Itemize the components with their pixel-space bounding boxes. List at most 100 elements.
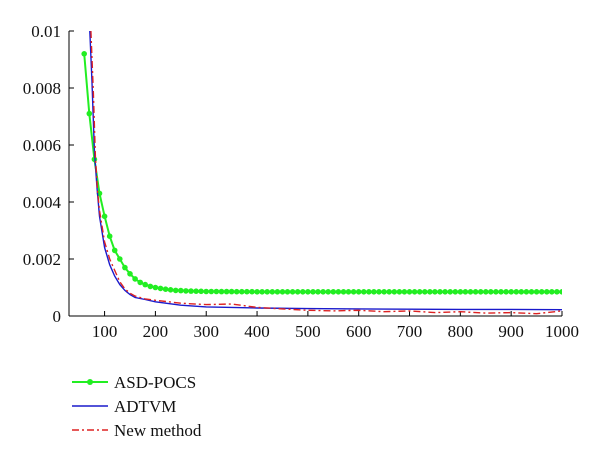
data-point — [188, 288, 194, 294]
data-point — [223, 288, 230, 295]
data-point — [279, 289, 286, 295]
data-point — [335, 289, 342, 295]
data-point — [203, 288, 209, 295]
data-point — [122, 264, 128, 271]
data-point — [274, 289, 281, 295]
data-point — [305, 289, 311, 295]
data-point — [167, 287, 174, 293]
data-point — [477, 289, 484, 295]
data-point — [427, 289, 433, 295]
data-point — [401, 289, 408, 295]
data-point — [488, 289, 494, 295]
data-point — [300, 289, 306, 295]
data-point — [533, 289, 540, 295]
legend-marker-asd-pocs — [87, 379, 93, 385]
data-point — [355, 289, 362, 295]
data-point — [422, 289, 428, 295]
data-point — [528, 289, 535, 295]
data-point — [259, 289, 265, 295]
y-tick-label: 0.01 — [31, 22, 61, 41]
data-point — [101, 213, 108, 220]
series-line-asd-pocs — [83, 53, 562, 293]
data-point — [437, 289, 443, 295]
y-tick-label: 0.008 — [23, 79, 61, 98]
data-point — [396, 289, 403, 295]
series-line-new-method — [90, 31, 562, 315]
data-point — [132, 276, 138, 282]
data-point — [117, 256, 123, 262]
legend-label-new-method: New method — [114, 421, 202, 440]
data-point — [244, 288, 250, 295]
series-line-adtvm — [89, 31, 562, 311]
x-tick-label: 100 — [92, 322, 118, 341]
data-point — [503, 289, 509, 295]
data-point — [432, 289, 438, 295]
data-point — [416, 289, 423, 295]
data-point — [228, 288, 235, 295]
data-point — [239, 288, 245, 295]
data-point — [106, 233, 113, 239]
data-point — [233, 288, 240, 295]
data-point — [218, 288, 225, 295]
data-point — [371, 289, 377, 295]
data-point — [406, 289, 413, 295]
data-point — [86, 110, 93, 117]
y-tick-label: 0 — [53, 307, 62, 326]
data-point — [172, 287, 179, 294]
data-point — [518, 289, 525, 295]
x-tick-label: 700 — [397, 322, 423, 341]
data-point — [137, 279, 143, 286]
data-point — [350, 289, 357, 295]
data-point — [208, 288, 215, 295]
data-point — [294, 289, 301, 295]
data-point — [127, 271, 133, 277]
x-tick-label: 800 — [448, 322, 474, 341]
data-point — [249, 288, 255, 295]
data-point — [320, 289, 326, 295]
data-point — [81, 51, 87, 57]
data-point — [457, 289, 464, 295]
data-point — [483, 289, 489, 295]
y-tick-label: 0.006 — [23, 136, 61, 155]
data-point — [366, 289, 372, 295]
x-tick-label: 200 — [143, 322, 169, 341]
data-point — [162, 286, 169, 293]
data-point — [330, 289, 337, 295]
data-point — [498, 289, 504, 295]
x-tick-label: 300 — [193, 322, 219, 341]
data-point — [452, 289, 459, 295]
data-point — [345, 289, 352, 295]
x-tick-label: 900 — [498, 322, 524, 341]
data-point — [472, 289, 479, 295]
data-point — [183, 288, 189, 294]
data-point — [289, 289, 296, 295]
data-point — [315, 289, 321, 295]
legend-label-asd-pocs: ASD-POCS — [114, 373, 196, 392]
data-point — [538, 289, 545, 295]
data-point — [310, 289, 316, 295]
data-point — [554, 289, 560, 295]
data-point — [340, 289, 347, 295]
data-point — [198, 288, 204, 295]
data-point — [411, 289, 418, 295]
data-point — [549, 289, 555, 295]
data-point — [325, 289, 332, 295]
x-tick-label: 500 — [295, 322, 321, 341]
x-tick-label: 600 — [346, 322, 372, 341]
data-point — [386, 289, 393, 295]
data-point — [178, 287, 184, 294]
data-point — [269, 289, 276, 295]
data-point — [462, 289, 469, 295]
series-layer — [81, 31, 562, 315]
data-point — [376, 289, 382, 295]
x-tick-label: 1000 — [545, 322, 579, 341]
data-point — [467, 289, 474, 295]
data-point — [447, 289, 454, 295]
data-point — [193, 288, 199, 295]
data-point — [152, 284, 159, 291]
legend-label-adtvm: ADTVM — [114, 397, 176, 416]
x-tick-label: 400 — [244, 322, 270, 341]
data-point — [544, 289, 550, 295]
y-tick-label: 0.004 — [23, 193, 62, 212]
y-tick-label: 0.002 — [23, 250, 61, 269]
